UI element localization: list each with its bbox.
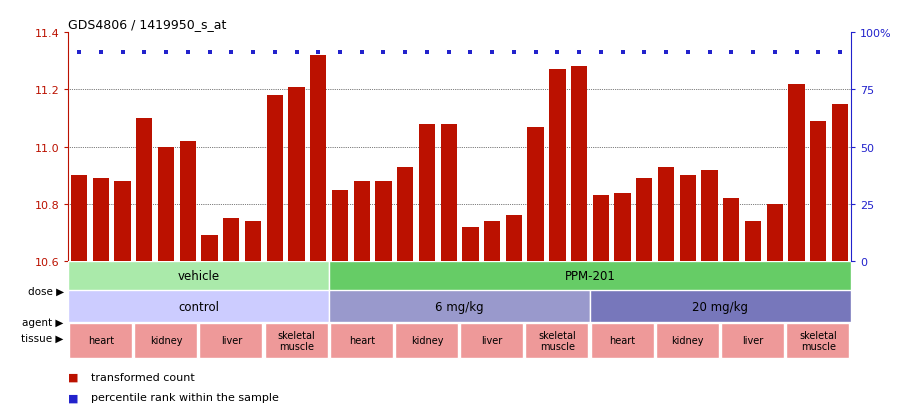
- Text: liver: liver: [220, 336, 242, 346]
- Text: heart: heart: [610, 336, 636, 346]
- Text: skeletal
muscle: skeletal muscle: [799, 330, 837, 351]
- Bar: [702, 170, 718, 262]
- Text: skeletal
muscle: skeletal muscle: [539, 330, 576, 351]
- Bar: [329, 291, 590, 322]
- Bar: [329, 323, 393, 358]
- Bar: [571, 67, 587, 262]
- Text: dose ▶: dose ▶: [27, 286, 64, 296]
- Bar: [550, 70, 565, 262]
- Bar: [419, 124, 435, 262]
- Text: GDS4806 / 1419950_s_at: GDS4806 / 1419950_s_at: [68, 17, 227, 31]
- Bar: [375, 182, 391, 262]
- Text: kidney: kidney: [150, 336, 182, 346]
- Bar: [310, 56, 327, 262]
- Bar: [71, 176, 87, 262]
- Bar: [354, 182, 369, 262]
- Bar: [329, 262, 851, 291]
- Bar: [528, 127, 544, 262]
- Bar: [68, 262, 329, 291]
- Bar: [786, 323, 849, 358]
- Bar: [656, 323, 719, 358]
- Text: ■: ■: [68, 392, 79, 402]
- Text: heart: heart: [349, 336, 375, 346]
- Bar: [614, 193, 631, 262]
- Bar: [440, 124, 457, 262]
- Bar: [525, 323, 589, 358]
- Text: control: control: [178, 300, 219, 313]
- Bar: [245, 222, 261, 262]
- Bar: [179, 142, 196, 262]
- Bar: [136, 119, 153, 262]
- Bar: [223, 219, 239, 262]
- Text: PPM-201: PPM-201: [564, 270, 615, 282]
- Text: liver: liver: [481, 336, 503, 346]
- Bar: [69, 323, 132, 358]
- Bar: [766, 204, 783, 262]
- Bar: [201, 236, 217, 262]
- Bar: [288, 87, 305, 262]
- Text: ■: ■: [68, 372, 79, 382]
- Text: heart: heart: [87, 336, 114, 346]
- Text: kidney: kidney: [672, 336, 704, 346]
- Bar: [832, 104, 848, 262]
- Bar: [265, 323, 328, 358]
- Bar: [723, 199, 740, 262]
- Bar: [332, 190, 349, 262]
- Bar: [810, 121, 826, 262]
- Bar: [460, 323, 523, 358]
- Bar: [591, 323, 653, 358]
- Text: vehicle: vehicle: [177, 270, 219, 282]
- Bar: [267, 96, 283, 262]
- Text: tissue ▶: tissue ▶: [21, 333, 64, 343]
- Text: skeletal
muscle: skeletal muscle: [278, 330, 316, 351]
- Bar: [721, 323, 784, 358]
- Text: percentile rank within the sample: percentile rank within the sample: [91, 392, 278, 402]
- Bar: [658, 167, 674, 262]
- Bar: [158, 147, 174, 262]
- Bar: [397, 167, 413, 262]
- Text: 20 mg/kg: 20 mg/kg: [693, 300, 748, 313]
- Bar: [68, 291, 329, 322]
- Bar: [134, 323, 197, 358]
- Bar: [484, 222, 500, 262]
- Bar: [115, 182, 131, 262]
- Text: agent ▶: agent ▶: [23, 317, 64, 327]
- Bar: [788, 85, 804, 262]
- Bar: [93, 179, 109, 262]
- Bar: [745, 222, 761, 262]
- Bar: [462, 227, 479, 262]
- Bar: [680, 176, 696, 262]
- Text: 6 mg/kg: 6 mg/kg: [435, 300, 484, 313]
- Bar: [199, 323, 262, 358]
- Bar: [395, 323, 458, 358]
- Bar: [590, 291, 851, 322]
- Bar: [636, 179, 652, 262]
- Text: liver: liver: [743, 336, 763, 346]
- Text: transformed count: transformed count: [91, 372, 195, 382]
- Bar: [506, 216, 522, 262]
- Text: kidney: kidney: [410, 336, 443, 346]
- Bar: [592, 196, 609, 262]
